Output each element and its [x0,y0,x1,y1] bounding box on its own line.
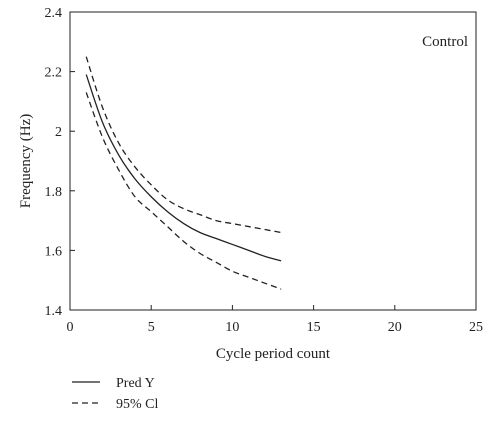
y-tick-label: 1.6 [45,244,63,259]
series-line-lower [85,92,282,290]
y-tick-label: 2.2 [45,66,63,81]
legend-label-pred: Pred Y [116,376,155,391]
y-tick-label: 2 [55,125,62,140]
x-axis-label: Cycle period count [216,346,331,362]
x-tick-label: 0 [67,320,74,335]
y-tick-label: 2.4 [45,6,63,21]
y-axis-label: Frequency (Hz) [18,114,34,209]
legend-label-ci: 95% Cl [116,397,159,412]
control-annotation: Control [422,34,468,50]
series-line-upper [85,56,282,234]
y-axis-ticks: 1.4 1.6 1.8 2 2.2 2.4 [45,6,75,319]
x-tick-label: 20 [388,320,402,335]
plot-frame [69,11,477,311]
x-tick-label: 5 [148,320,155,335]
series-line-pred [85,74,282,262]
y-tick-label: 1.8 [45,185,63,200]
x-axis-ticks: 0 5 10 15 20 25 [67,305,483,335]
y-tick-label: 1.4 [45,304,63,319]
x-tick-label: 15 [307,320,321,335]
series-layer [85,56,282,290]
legend: Pred Y 95% Cl [72,376,159,412]
x-tick-label: 25 [469,320,483,335]
x-tick-label: 10 [225,320,239,335]
